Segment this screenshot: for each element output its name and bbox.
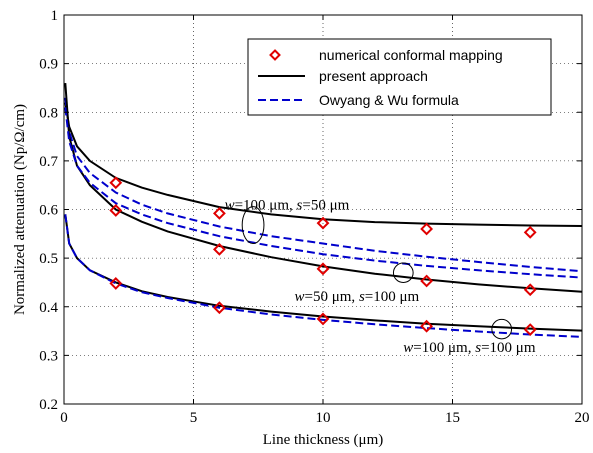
data-point-B [316, 262, 330, 276]
data-point-C [212, 301, 226, 315]
curve-label: w=100 μm, s=50 μm [225, 198, 350, 214]
data-point-B [523, 283, 537, 297]
y-tick-label: 0.5 [39, 251, 58, 267]
data-point-B [212, 242, 226, 256]
y-tick-label: 0.4 [39, 300, 58, 316]
data-point-C [523, 323, 537, 337]
series-line-A-owyang-wu [64, 97, 583, 273]
y-tick-label: 1 [51, 8, 59, 24]
y-tick-label: 0.9 [39, 57, 58, 73]
legend-label-present-approach: present approach [319, 68, 428, 84]
axis-ticks: 0 5 10 15 20 0.2 0.3 0.4 0.5 0.6 0.7 0.8 0.9 1 [39, 8, 589, 426]
data-point-A [212, 206, 226, 220]
curve-label: w=50 μm, s=100 μm [295, 289, 420, 305]
y-axis-title: Normalized attenuation (Np/Ω/cm) [12, 104, 28, 315]
y-tick-label: 0.8 [39, 105, 58, 121]
data-point-A [523, 225, 537, 239]
curve-group-ellipse [392, 262, 414, 283]
data-point-B [109, 204, 123, 217]
data-point-A [109, 176, 123, 190]
data-point-C [316, 312, 330, 326]
x-tick-label: 10 [316, 410, 331, 426]
curve-group-ellipse [241, 206, 265, 245]
x-tick-label: 20 [575, 410, 590, 426]
data-point-C [109, 276, 123, 290]
curve-label: w=100 μm, s=100 μm [403, 340, 536, 356]
data-point-C [420, 319, 434, 333]
series-line-C-owyang-wu [64, 214, 583, 338]
x-tick-label: 0 [60, 410, 68, 426]
y-tick-label: 0.3 [39, 348, 58, 364]
curve-group-ellipse [491, 318, 513, 340]
data-point-A [316, 216, 330, 230]
x-tick-label: 5 [190, 410, 198, 426]
y-tick-label: 0.7 [39, 154, 58, 170]
data-point-B [420, 274, 434, 288]
legend-label-owyang-wu-formula: Owyang & Wu formula [319, 92, 459, 108]
legend: numerical conformal mapping present appr… [247, 38, 552, 116]
y-tick-label: 0.6 [39, 203, 58, 219]
legend-label-numerical-conformal-mapping: numerical conformal mapping [319, 47, 503, 63]
series-line-B-owyang-wu [64, 107, 583, 279]
legend-diamond-marker [269, 49, 281, 61]
data-point-A [420, 222, 434, 236]
annotations-layer: w=100 μm, s=50 μm w=50 μm, s=100 μm w=100 … [225, 198, 536, 356]
y-tick-label: 0.2 [39, 397, 58, 413]
x-tick-label: 15 [445, 410, 460, 426]
ellipses-layer [241, 206, 513, 340]
markers-layer [109, 176, 537, 337]
x-axis-title: Line thickness (μm) [263, 432, 384, 448]
